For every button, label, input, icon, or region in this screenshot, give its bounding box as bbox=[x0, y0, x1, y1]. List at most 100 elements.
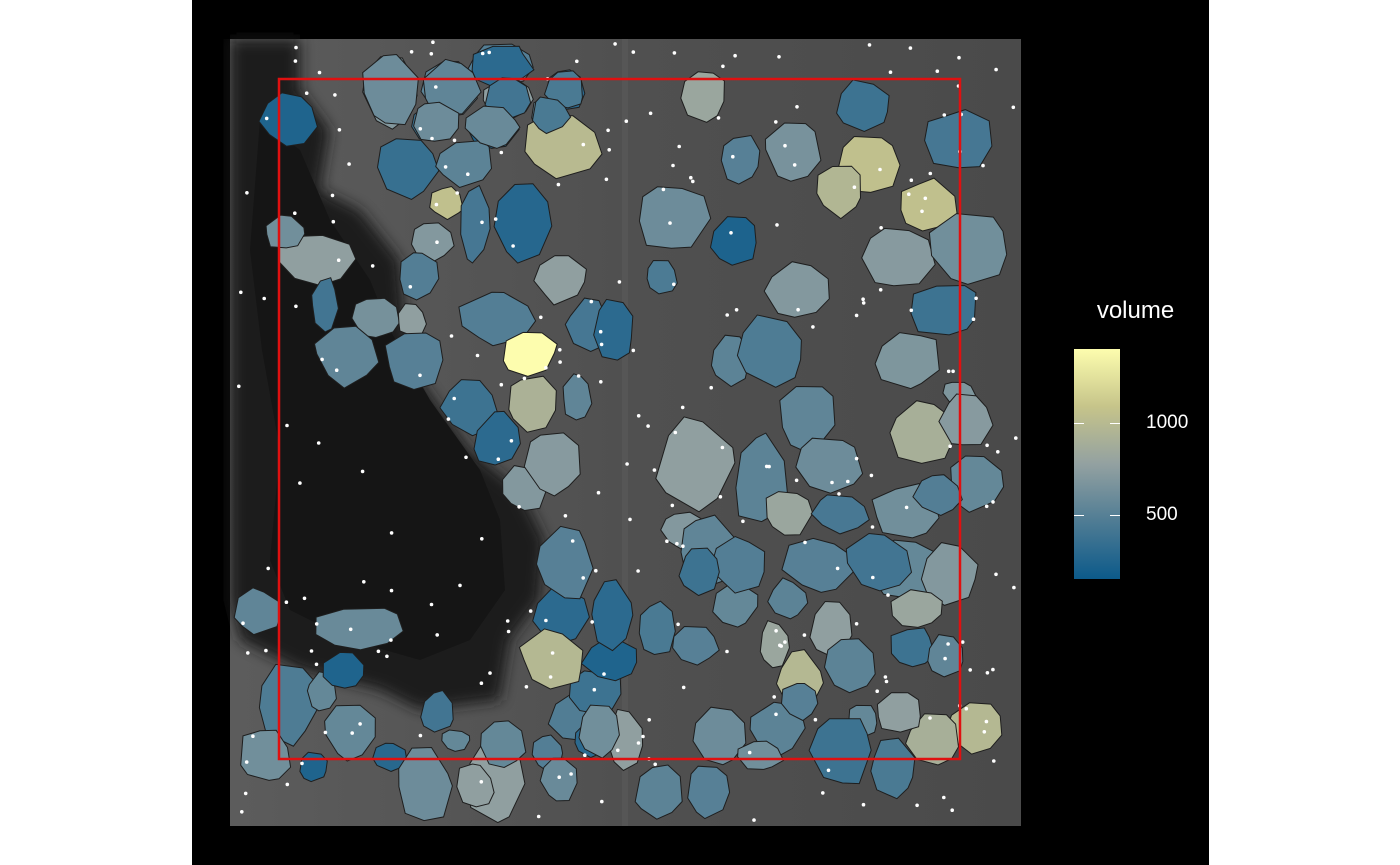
transcript-point bbox=[389, 588, 394, 593]
transcript-point bbox=[721, 64, 725, 69]
transcript-point bbox=[323, 730, 328, 735]
transcript-point bbox=[293, 59, 298, 63]
transcript-point bbox=[994, 572, 998, 577]
transcript-point bbox=[511, 244, 515, 248]
transcript-point bbox=[544, 365, 548, 370]
transcript-point bbox=[871, 575, 875, 580]
legend-tick-mark bbox=[1074, 422, 1084, 425]
cell-segment bbox=[322, 651, 365, 689]
cell-segment bbox=[265, 214, 306, 249]
transcript-point bbox=[991, 667, 995, 672]
transcript-point bbox=[583, 753, 587, 757]
transcript-point bbox=[576, 374, 581, 378]
transcript-point bbox=[505, 619, 510, 623]
transcript-point bbox=[888, 70, 893, 74]
cell-segment bbox=[928, 213, 1008, 285]
cell-segment bbox=[533, 255, 587, 306]
cell-segment bbox=[890, 627, 936, 668]
transcript-point bbox=[909, 308, 914, 313]
transcript-point bbox=[879, 226, 883, 230]
transcript-point bbox=[624, 119, 629, 123]
transcript-point bbox=[522, 376, 527, 381]
transcript-point bbox=[506, 629, 511, 634]
cell-segment bbox=[890, 589, 943, 628]
transcript-point bbox=[1011, 105, 1016, 110]
transcript-point bbox=[266, 566, 271, 571]
transcript-point bbox=[557, 775, 561, 779]
cell-segment bbox=[950, 455, 1005, 513]
transcript-point bbox=[589, 299, 594, 304]
cell-segment bbox=[861, 227, 936, 287]
cell-segment bbox=[372, 742, 408, 772]
transcript-point bbox=[479, 780, 484, 784]
transcript-point bbox=[878, 288, 883, 292]
cell-segment bbox=[678, 547, 720, 597]
cell-segment bbox=[924, 109, 993, 169]
transcript-point bbox=[636, 569, 640, 573]
transcript-point bbox=[509, 439, 514, 443]
cell-segment bbox=[351, 297, 400, 339]
legend-tick-mark bbox=[1074, 514, 1084, 517]
cell-segment bbox=[464, 105, 521, 149]
cell-segment bbox=[836, 79, 890, 133]
transcript-point bbox=[304, 91, 309, 95]
cell-segment bbox=[845, 532, 913, 592]
cell-segment bbox=[539, 757, 578, 802]
transcript-point bbox=[957, 55, 961, 60]
transcript-point bbox=[237, 384, 241, 389]
transcript-point bbox=[869, 473, 874, 478]
transcript-point bbox=[452, 396, 457, 401]
transcript-point bbox=[480, 537, 484, 541]
cell-segment bbox=[646, 259, 678, 295]
transcript-point bbox=[360, 469, 365, 474]
transcript-point bbox=[309, 649, 314, 653]
transcript-point bbox=[671, 163, 675, 168]
transcript-point bbox=[475, 353, 480, 358]
transcript-point bbox=[774, 629, 778, 633]
transcript-point bbox=[676, 622, 680, 627]
transcript-point bbox=[333, 93, 337, 97]
transcript-point bbox=[625, 462, 629, 466]
cell-segment bbox=[767, 577, 809, 620]
transcript-point bbox=[302, 596, 307, 601]
cell-segment bbox=[781, 537, 856, 593]
transcript-point bbox=[245, 191, 249, 195]
transcript-point bbox=[920, 209, 924, 214]
transcript-point bbox=[670, 503, 675, 508]
cell-segment bbox=[441, 729, 471, 752]
transcript-point bbox=[648, 111, 653, 116]
cell-segment bbox=[313, 325, 380, 389]
transcript-point bbox=[569, 772, 573, 776]
cell-segment bbox=[900, 177, 958, 232]
transcript-point bbox=[803, 540, 807, 545]
transcript-point bbox=[331, 219, 336, 224]
transcript-point bbox=[777, 55, 781, 59]
transcript-point bbox=[617, 280, 622, 284]
transcript-point bbox=[681, 544, 685, 548]
cell-segment bbox=[420, 689, 454, 733]
transcript-point bbox=[741, 519, 745, 524]
transcript-point bbox=[948, 444, 952, 449]
transcript-point bbox=[239, 290, 243, 295]
transcript-point bbox=[479, 681, 484, 685]
transcript-point bbox=[389, 531, 394, 535]
cell-segment bbox=[876, 692, 921, 733]
cell-segment bbox=[315, 607, 404, 651]
transcript-point bbox=[631, 348, 636, 353]
transcript-point bbox=[646, 424, 650, 428]
transcript-point bbox=[636, 414, 641, 418]
transcript-point bbox=[446, 417, 451, 421]
transcript-point bbox=[499, 150, 504, 155]
transcript-point bbox=[942, 113, 947, 117]
transcript-point bbox=[317, 70, 322, 75]
transcript-point bbox=[285, 423, 289, 428]
transcript-point bbox=[581, 142, 586, 147]
transcript-point bbox=[314, 662, 319, 667]
cell-segment bbox=[638, 186, 712, 249]
transcript-point bbox=[928, 716, 932, 720]
transcript-point bbox=[590, 620, 594, 624]
cell-segment bbox=[634, 764, 683, 820]
transcript-point bbox=[661, 187, 666, 192]
cell-segment bbox=[912, 474, 963, 517]
cell-segment bbox=[258, 92, 318, 147]
